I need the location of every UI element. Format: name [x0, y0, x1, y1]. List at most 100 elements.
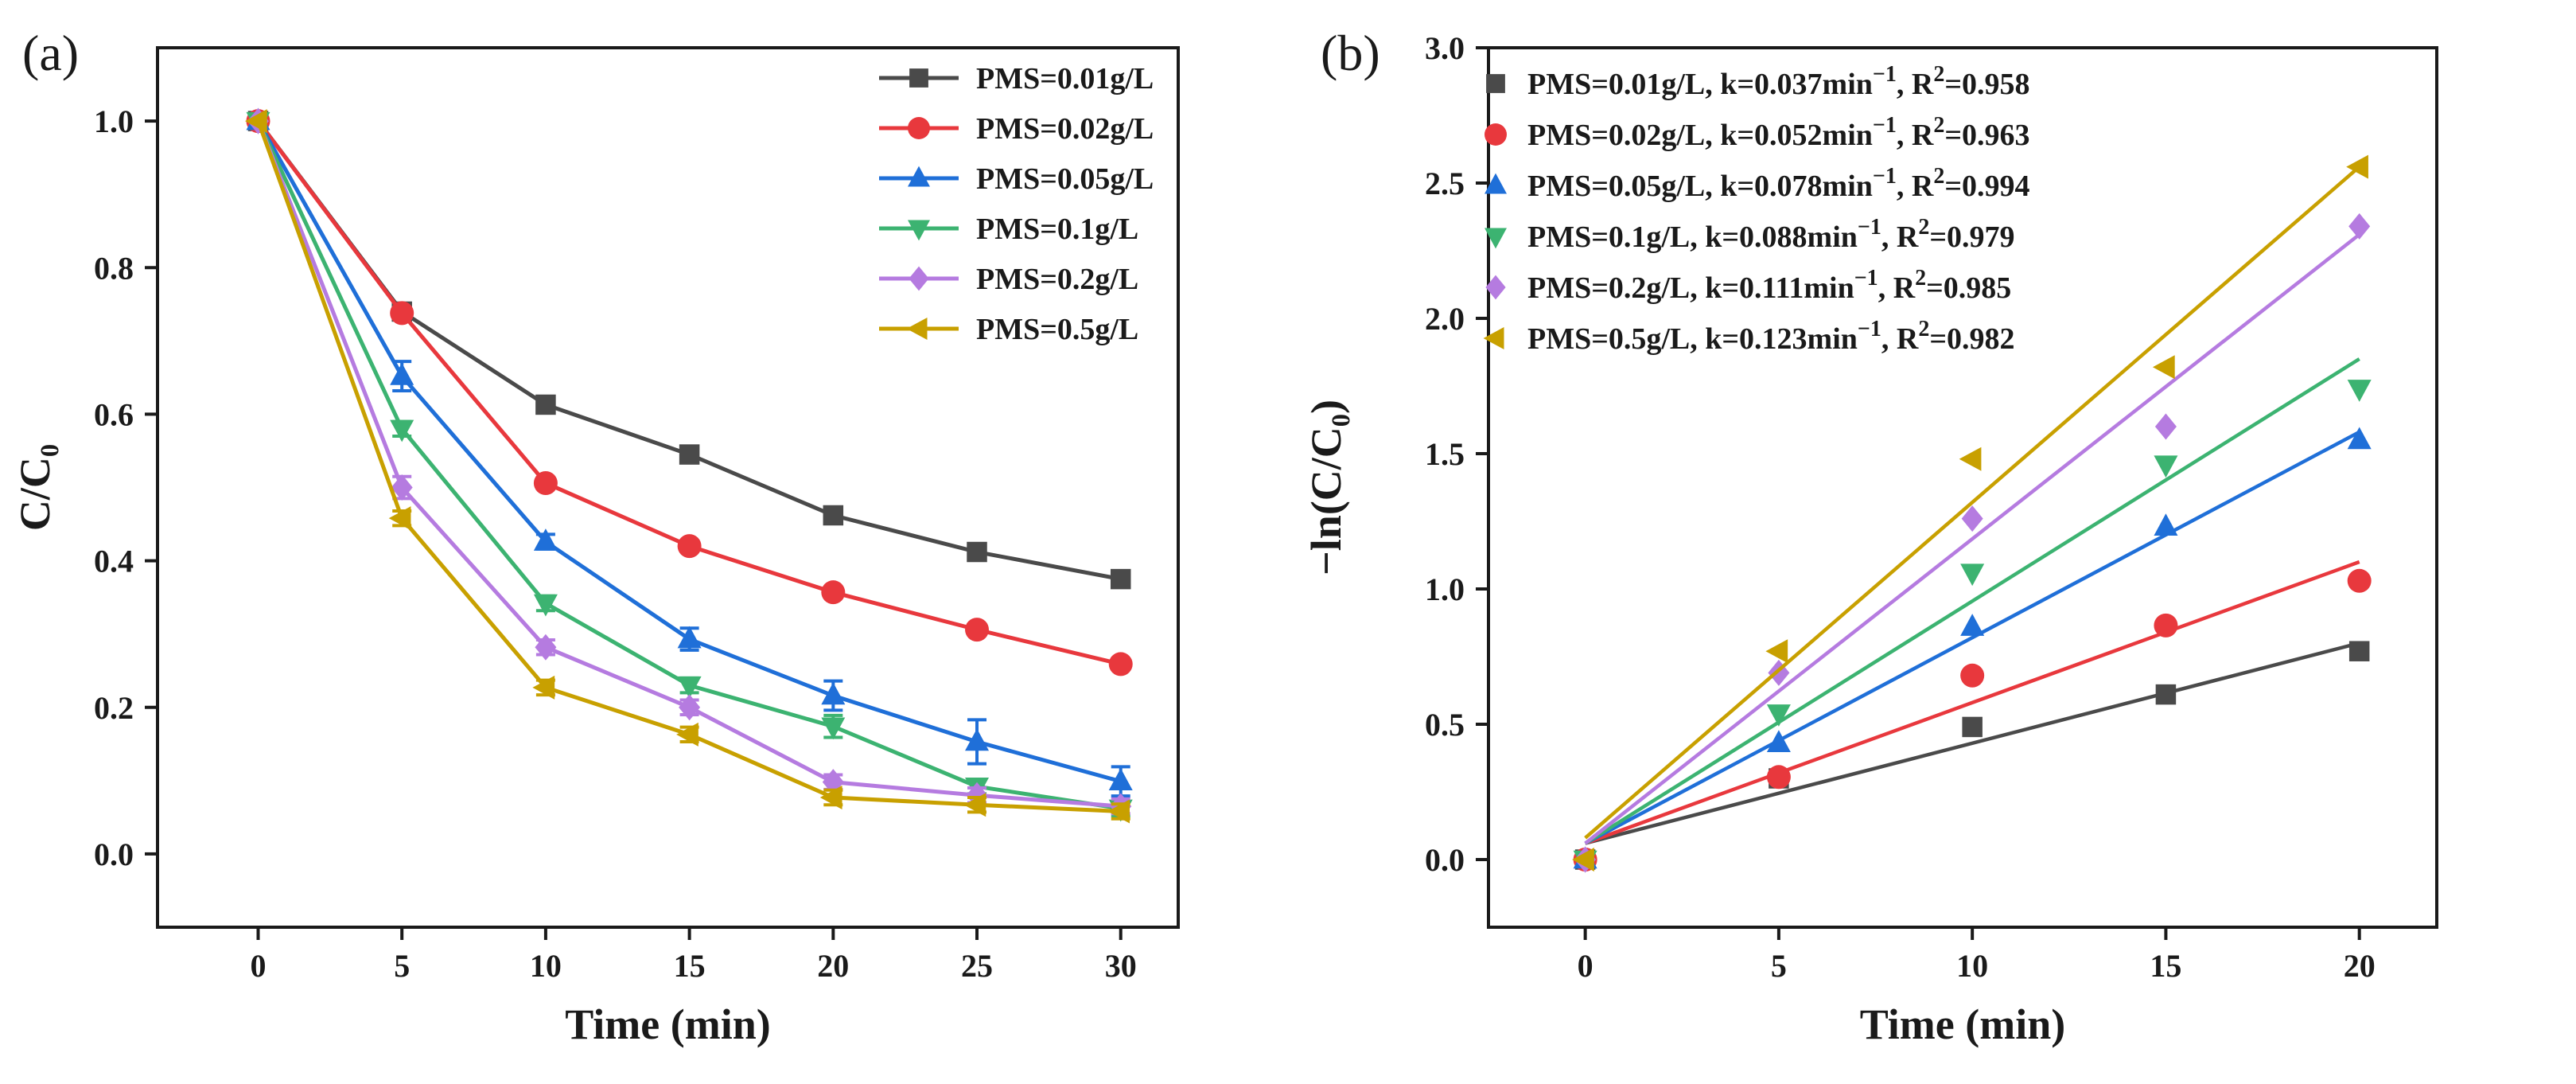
legend-entry: PMS=0.2g/L, k=0.111min−1, R2=0.985	[1485, 266, 2011, 305]
data-point	[821, 580, 846, 605]
legend-label: PMS=0.1g/L	[976, 213, 1138, 246]
y-tick-label: 0.0	[1425, 842, 1465, 878]
data-point	[1765, 639, 1788, 664]
fit-line	[1584, 165, 2361, 840]
legend-marker	[909, 68, 928, 88]
y-tick-label: 0.0	[94, 836, 134, 872]
legend-entry: PMS=0.5g/L, k=0.123min−1, R2=0.982	[1483, 317, 2014, 356]
legend-label: PMS=0.05g/L	[976, 162, 1154, 196]
data-point	[821, 717, 846, 740]
data-point	[390, 301, 414, 326]
data-point	[1107, 799, 1130, 824]
panel-label: (a)	[22, 25, 79, 81]
legend-marker	[908, 220, 930, 241]
data-point	[2347, 380, 2372, 402]
fit-line	[1584, 430, 2360, 845]
data-point	[2348, 641, 2370, 661]
data-point	[1108, 652, 1133, 677]
legend-label: PMS=0.02g/L, k=0.052min−1, R2=0.963	[1527, 113, 2029, 152]
legend-marker	[908, 166, 930, 187]
legend-entry: PMS=0.05g/L, k=0.078min−1, R2=0.994	[1485, 164, 2029, 203]
data-point	[2154, 613, 2178, 638]
data-point	[965, 618, 990, 642]
data-point	[1108, 768, 1133, 791]
x-tick-label: 20	[2344, 948, 2376, 984]
data-point	[532, 675, 555, 700]
data-point	[2346, 154, 2368, 179]
legend-label: PMS=0.5g/L, k=0.123min−1, R2=0.982	[1527, 317, 2014, 356]
panel-label: (b)	[1321, 25, 1380, 81]
x-tick-label: 0	[250, 948, 266, 984]
data-point	[2154, 413, 2177, 440]
x-tick-label: 10	[530, 948, 562, 984]
legend-label: PMS=0.1g/L, k=0.088min−1, R2=0.979	[1527, 215, 2014, 254]
fit-line	[1584, 232, 2361, 845]
x-axis-title: Time (min)	[1860, 1000, 2065, 1048]
data-point	[679, 444, 700, 465]
legend-marker	[1485, 275, 1506, 300]
y-tick-label: 0.2	[94, 690, 134, 726]
data-point	[391, 474, 413, 501]
legend-entry: PMS=0.01g/L	[879, 62, 1154, 96]
legend-entry: PMS=0.05g/L	[879, 162, 1154, 196]
data-point	[963, 793, 986, 817]
legend-marker	[1486, 74, 1505, 93]
legend-entry: PMS=0.1g/L	[879, 213, 1138, 246]
data-point	[2154, 513, 2178, 536]
legend-entry: PMS=0.02g/L, k=0.052min−1, R2=0.963	[1485, 113, 2029, 152]
data-point	[819, 786, 842, 810]
series-PMS=0.05g/L	[1573, 427, 2372, 869]
legend-label: PMS=0.01g/L, k=0.037min−1, R2=0.958	[1527, 62, 2029, 101]
series-PMS=0.2g/L	[1574, 213, 2371, 873]
x-tick-label: 5	[394, 948, 410, 984]
series-PMS=0.5g/L	[1572, 154, 2368, 871]
series-PMS=0.02g/L	[1573, 560, 2372, 871]
legend-entry: PMS=0.01g/L, k=0.037min−1, R2=0.958	[1486, 62, 2029, 101]
legend-label: PMS=0.01g/L	[976, 62, 1154, 96]
x-tick-label: 10	[1956, 948, 1988, 984]
legend-marker	[1485, 228, 1507, 249]
data-point	[965, 728, 990, 751]
data-point	[533, 470, 558, 495]
data-point	[677, 676, 702, 699]
data-point	[390, 419, 414, 443]
data-point	[1766, 765, 1791, 790]
y-axis-title: −ln(C/C₀)	[1302, 400, 1350, 575]
data-point	[2347, 427, 2372, 450]
data-point	[1766, 704, 1791, 727]
x-tick-label: 25	[961, 948, 993, 984]
legend-label: PMS=0.2g/L	[976, 263, 1138, 296]
data-point	[677, 626, 702, 649]
x-axis-title: Time (min)	[565, 1000, 770, 1048]
data-point	[1960, 614, 1985, 636]
legend-marker	[909, 266, 929, 291]
data-point	[533, 528, 558, 551]
data-point	[1766, 730, 1791, 753]
legend-marker	[1485, 173, 1507, 194]
legend-entry: PMS=0.2g/L	[879, 263, 1138, 296]
data-point	[821, 682, 846, 705]
plot-frame	[156, 46, 1180, 929]
y-tick-label: 0.6	[94, 396, 134, 432]
legend-marker	[1485, 123, 1507, 146]
data-point	[390, 363, 414, 385]
legend-entry: PMS=0.1g/L, k=0.088min−1, R2=0.979	[1485, 215, 2014, 254]
legend-marker	[908, 117, 930, 139]
data-point	[1110, 568, 1131, 590]
y-tick-label: 0.8	[94, 250, 134, 286]
y-tick-label: 2.0	[1425, 301, 1465, 337]
x-tick-label: 15	[674, 948, 706, 984]
series-PMS=0.02g/L	[246, 109, 1133, 677]
y-axis-title: C/C₀	[11, 444, 59, 531]
y-tick-label: 3.0	[1425, 30, 1465, 66]
data-point	[967, 541, 987, 563]
data-point	[2152, 355, 2175, 380]
legend-marker	[906, 318, 928, 340]
data-point	[823, 505, 844, 526]
legend-entry: PMS=0.5g/L	[879, 313, 1138, 346]
data-point	[2348, 213, 2371, 240]
data-point	[676, 722, 698, 747]
data-point	[1961, 505, 1983, 532]
y-tick-label: 1.5	[1425, 436, 1465, 472]
